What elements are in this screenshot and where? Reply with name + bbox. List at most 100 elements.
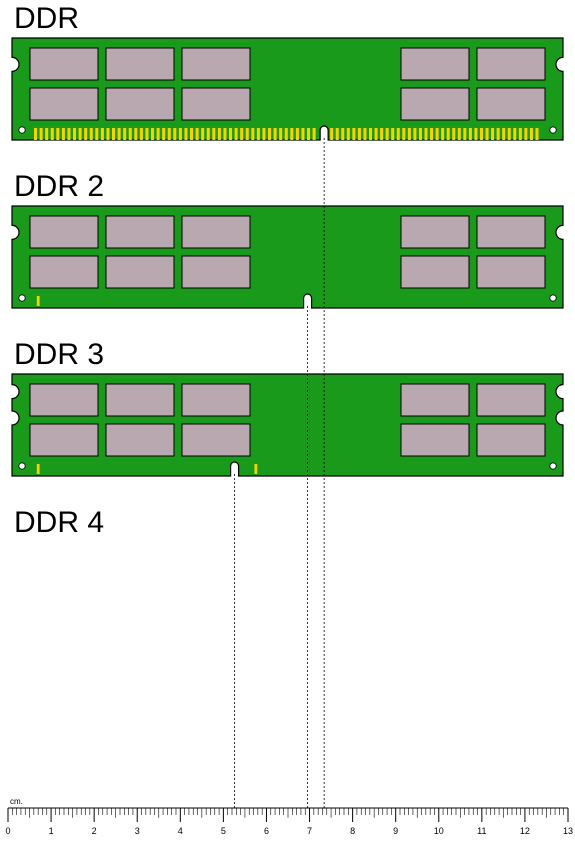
ddr1-pin xyxy=(397,128,400,140)
ddr2-chip xyxy=(477,256,545,288)
ddr1-pin xyxy=(129,128,132,140)
ruler-tick-label: 0 xyxy=(5,826,10,836)
ddr1-pin xyxy=(262,128,265,140)
ddr3-chip xyxy=(401,424,469,456)
ddr1-pin xyxy=(40,128,43,140)
ddr1-pin xyxy=(447,128,450,140)
ddr1-pin xyxy=(491,128,494,140)
ddr2-mark xyxy=(37,296,40,306)
ruler-tick-label: 3 xyxy=(135,826,140,836)
ddr1-hole xyxy=(550,127,556,133)
ddr1-pin xyxy=(34,128,37,140)
ddr1-hole xyxy=(19,127,25,133)
ddr1-pin xyxy=(497,128,500,140)
ddr3-chip xyxy=(30,384,98,416)
ddr1-pin xyxy=(196,128,199,140)
ddr3-hole xyxy=(19,463,25,469)
ddr1-pin xyxy=(474,128,477,140)
ddr1-pin xyxy=(524,128,527,140)
ddr1-pin xyxy=(79,128,82,140)
ddr3-label: DDR 3 xyxy=(14,338,104,371)
ruler-tick-label: 13 xyxy=(563,826,573,836)
ddr1-pin xyxy=(290,128,293,140)
ddr2-hole xyxy=(550,295,556,301)
ddr1-pin xyxy=(173,128,176,140)
ddr3-mark xyxy=(37,464,40,474)
ddr1-pin xyxy=(307,128,310,140)
ddr1-chip xyxy=(30,48,98,80)
ddr1-chip xyxy=(30,88,98,120)
ddr1-pin xyxy=(123,128,126,140)
ddr1-pin xyxy=(56,128,59,140)
ddr1-pin xyxy=(363,128,366,140)
ddr3-chip xyxy=(106,424,174,456)
ddr1-pin xyxy=(118,128,121,140)
ddr1-pin xyxy=(179,128,182,140)
ddr2-chip xyxy=(30,216,98,248)
ddr3-chip xyxy=(477,384,545,416)
ddr1-pin xyxy=(157,128,160,140)
ddr1-chip xyxy=(477,48,545,80)
ddr1-pin xyxy=(391,128,394,140)
ddr1-pin xyxy=(463,128,466,140)
ddr1-pin xyxy=(386,128,389,140)
ddr1-pin xyxy=(380,128,383,140)
ruler-unit-label: cm. xyxy=(10,797,23,806)
ddr3-chip xyxy=(182,384,250,416)
ddr1-pin xyxy=(458,128,461,140)
ruler-tick-label: 1 xyxy=(49,826,54,836)
ddr1-pin xyxy=(347,128,350,140)
ddr1-chip xyxy=(106,48,174,80)
ddr1-pin xyxy=(424,128,427,140)
ddr1-pin xyxy=(486,128,489,140)
ddr1-chip xyxy=(401,48,469,80)
ruler-tick-label: 4 xyxy=(178,826,183,836)
ddr1-pin xyxy=(530,128,533,140)
ddr1-pin xyxy=(358,128,361,140)
ddr2-chip xyxy=(106,256,174,288)
ddr1-pin xyxy=(184,128,187,140)
ddr1-pin xyxy=(246,128,249,140)
ddr1-pin xyxy=(207,128,210,140)
ddr3-chip xyxy=(477,424,545,456)
ddr1-pin xyxy=(45,128,48,140)
ruler-tick-label: 2 xyxy=(92,826,97,836)
ddr2-chip xyxy=(477,216,545,248)
ddr1-pin xyxy=(162,128,165,140)
ddr1-chip xyxy=(182,48,250,80)
ddr1-pin xyxy=(502,128,505,140)
ddr1-chip xyxy=(477,88,545,120)
ddr1-pin xyxy=(106,128,109,140)
ddr1-pin xyxy=(73,128,76,140)
ddr3-chip xyxy=(106,384,174,416)
ddr1-pin xyxy=(201,128,204,140)
ddr1-pin xyxy=(469,128,472,140)
ddr3-module xyxy=(12,374,563,476)
ddr1-pin xyxy=(218,128,221,140)
ddr1-pin xyxy=(341,128,344,140)
ddr1-pin xyxy=(375,128,378,140)
ruler-tick-label: 6 xyxy=(264,826,269,836)
ddr1-module xyxy=(12,38,563,140)
ddr1-pin xyxy=(369,128,372,140)
ddr1-pin xyxy=(268,128,271,140)
ddr3-hole xyxy=(550,463,556,469)
ddr1-pin xyxy=(430,128,433,140)
ruler-tick-label: 9 xyxy=(393,826,398,836)
ddr1-pin xyxy=(452,128,455,140)
ddr1-pin xyxy=(513,128,516,140)
ddr2-label: DDR 2 xyxy=(14,170,104,203)
ddr2-chip xyxy=(30,256,98,288)
ddr3-chip xyxy=(401,384,469,416)
ddr1-pin xyxy=(301,128,304,140)
ddr1-label: DDR xyxy=(14,2,79,35)
ddr1-pin xyxy=(419,128,422,140)
ddr1-pin xyxy=(251,128,254,140)
ddr1-pin xyxy=(279,128,282,140)
ddr2-chip xyxy=(401,216,469,248)
ruler-tick-label: 12 xyxy=(520,826,530,836)
ddr1-pin xyxy=(223,128,226,140)
ddr1-pin xyxy=(240,128,243,140)
ddr1-pin xyxy=(101,128,104,140)
ddr1-chip xyxy=(401,88,469,120)
